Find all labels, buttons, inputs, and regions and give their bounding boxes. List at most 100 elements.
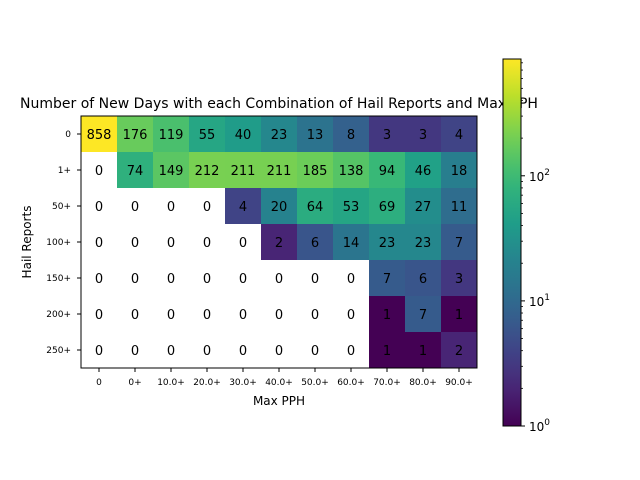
cell-value-label: 0 (167, 236, 175, 251)
cell-value-label: 18 (451, 164, 468, 179)
cell-value-label: 0 (131, 200, 139, 215)
cell-value-label: 7 (383, 272, 391, 287)
x-tick-label: 80.0+ (409, 378, 437, 388)
cell-value-label: 0 (203, 200, 211, 215)
heatmap-cell (153, 188, 189, 224)
y-axis-ticks: 0 1+ 50+ 100+ 150+ 200+ 250+ (46, 130, 81, 356)
y-tick-label: 200+ (46, 310, 71, 320)
heatmap-cell (297, 116, 333, 152)
cell-value-label: 14 (343, 236, 360, 251)
heatmap-cell (333, 188, 369, 224)
colorbar-ticks: 100 101 102 (521, 62, 550, 434)
cell-value-label: 0 (131, 344, 139, 359)
heatmap-cell (405, 152, 441, 188)
heatmap-cell (81, 260, 117, 296)
heatmap-cell (297, 260, 333, 296)
cell-value-label: 0 (95, 200, 103, 215)
heatmap-cell (261, 296, 297, 332)
cell-value-label: 40 (235, 128, 252, 143)
cell-value-label: 4 (455, 128, 463, 143)
cell-value-label: 0 (95, 164, 103, 179)
heatmap-cell (153, 332, 189, 368)
cell-value-label: 0 (167, 200, 175, 215)
heatmap-cell (297, 332, 333, 368)
cell-value-label: 74 (127, 164, 144, 179)
cell-value-label: 0 (239, 308, 247, 323)
heatmap-cell (441, 260, 477, 296)
heatmap-cell (225, 116, 261, 152)
heatmap-cell (441, 116, 477, 152)
heatmap-cell (117, 188, 153, 224)
heatmap-cell (81, 152, 117, 188)
heatmap-cell (405, 332, 441, 368)
colorbar-tick-label: 101 (529, 293, 550, 309)
cell-value-label: 0 (239, 236, 247, 251)
heatmap-cell (117, 296, 153, 332)
heatmap-cell (261, 116, 297, 152)
heatmap-cell (117, 224, 153, 260)
heatmap-cell (117, 332, 153, 368)
heatmap-cell (225, 152, 261, 188)
x-tick-label: 60.0+ (337, 378, 365, 388)
heatmap-cell (261, 260, 297, 296)
x-tick-label: 90.0+ (445, 378, 473, 388)
cell-value-label: 149 (159, 164, 184, 179)
y-tick-label: 50+ (52, 202, 71, 212)
cell-value-label: 0 (131, 236, 139, 251)
cell-value-label: 211 (231, 164, 256, 179)
cell-value-label: 1 (419, 344, 427, 359)
x-tick-label: 0 (96, 378, 102, 388)
cell-value-label: 3 (383, 128, 391, 143)
heatmap-cell (369, 332, 405, 368)
cell-value-label: 94 (379, 164, 396, 179)
heatmap-cell (117, 260, 153, 296)
heatmap-cell (369, 188, 405, 224)
cell-value-label: 0 (131, 272, 139, 287)
cell-value-label: 0 (95, 344, 103, 359)
heatmap-cell (405, 296, 441, 332)
y-axis-label: Hail Reports (20, 206, 34, 279)
heatmap-cell (81, 224, 117, 260)
heatmap-cell (153, 224, 189, 260)
cell-value-label: 0 (275, 272, 283, 287)
cell-value-label: 0 (95, 308, 103, 323)
chart-title: Number of New Days with each Combination… (20, 96, 538, 112)
x-tick-label: 0+ (128, 378, 141, 388)
cell-value-label: 211 (267, 164, 292, 179)
cell-value-label: 55 (199, 128, 216, 143)
heatmap-cell (369, 296, 405, 332)
cell-value-label: 0 (311, 308, 319, 323)
cell-value-label: 6 (311, 236, 319, 251)
colorbar-tick-label: 100 (529, 418, 550, 434)
heatmap-cell (153, 116, 189, 152)
x-axis-label: Max PPH (253, 394, 305, 408)
heatmap-cell (441, 152, 477, 188)
heatmap-cell (189, 260, 225, 296)
heatmap-cell (153, 152, 189, 188)
heatmap-cell (441, 296, 477, 332)
heatmap-cell (81, 296, 117, 332)
heatmap-cell (225, 188, 261, 224)
cell-value-label: 53 (343, 200, 360, 215)
cell-value-label: 0 (275, 344, 283, 359)
cell-value-labels: 858 176 119 55 40 23 13 8 3 3 40 74 149 212 211 211 185 1… (87, 128, 468, 359)
heatmap-cell (405, 116, 441, 152)
heatmap-cell (441, 188, 477, 224)
cell-value-label: 23 (415, 236, 432, 251)
heatmap-cell (81, 332, 117, 368)
cell-value-label: 13 (307, 128, 324, 143)
heatmap-cell (297, 224, 333, 260)
cell-value-label: 119 (159, 128, 184, 143)
cell-value-label: 212 (195, 164, 220, 179)
heatmap-cell (369, 116, 405, 152)
heatmap-cell (405, 188, 441, 224)
x-tick-label: 30.0+ (229, 378, 257, 388)
heatmap-cell (117, 152, 153, 188)
heatmap-cell (225, 260, 261, 296)
heatmap-cell (261, 152, 297, 188)
cell-value-label: 6 (419, 272, 427, 287)
cell-value-label: 138 (339, 164, 364, 179)
cell-value-label: 858 (87, 128, 112, 143)
cell-value-label: 1 (383, 344, 391, 359)
cell-value-label: 0 (203, 272, 211, 287)
